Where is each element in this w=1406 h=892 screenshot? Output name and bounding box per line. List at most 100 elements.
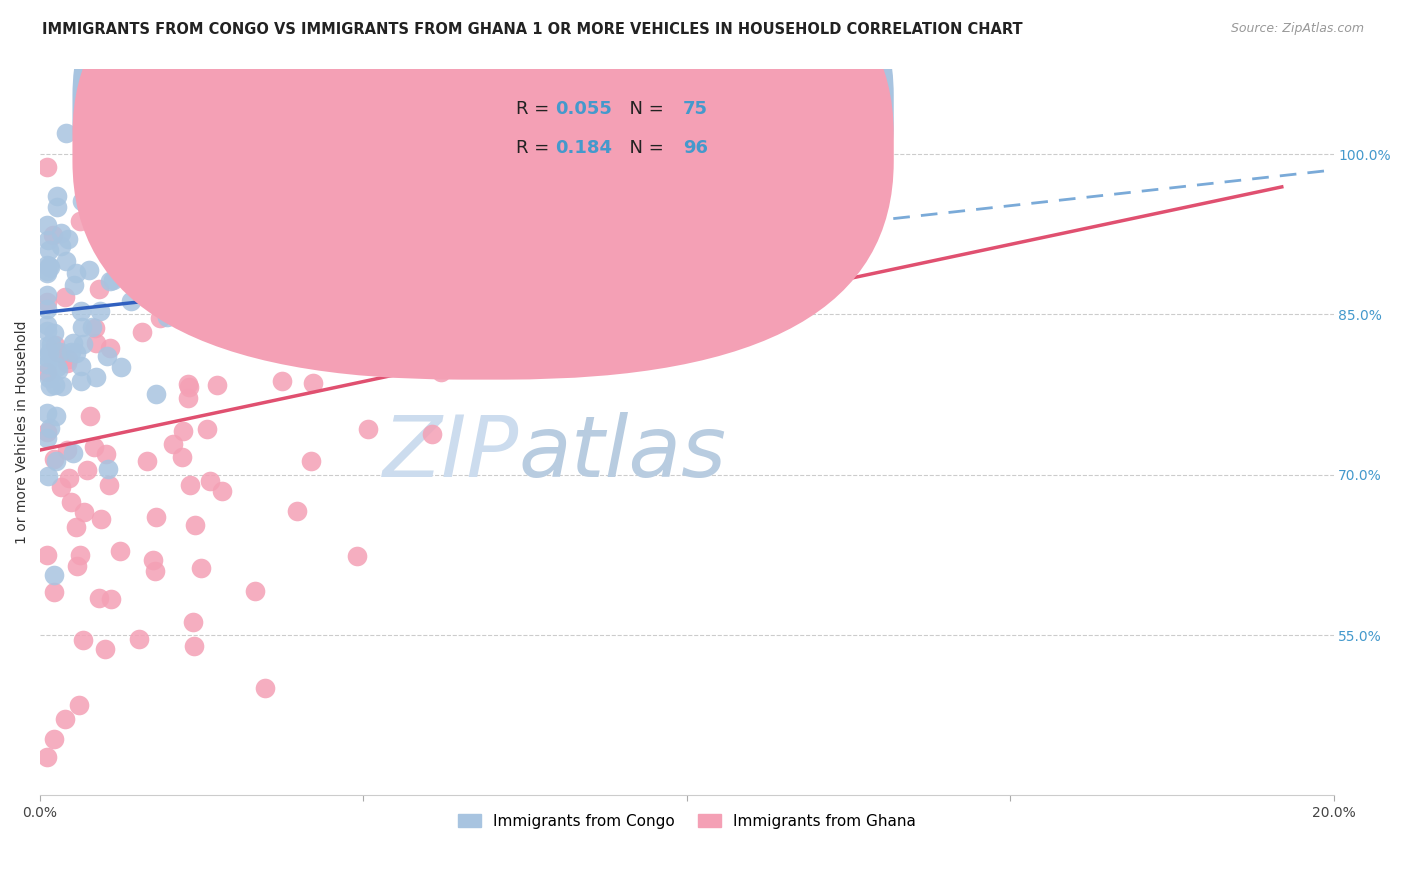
Point <box>98 274 121 288</box>
Point <box>172 424 194 438</box>
Point <box>82 320 104 334</box>
Point <box>179 380 201 394</box>
Point <box>94 642 117 657</box>
Point <box>35 258 58 272</box>
Point <box>83 440 105 454</box>
Point <box>55 254 77 268</box>
Point <box>46 362 69 376</box>
Point <box>404 169 426 183</box>
Point <box>211 484 233 499</box>
Point <box>70 359 93 373</box>
Point <box>163 126 186 140</box>
Point <box>35 750 58 764</box>
Point <box>90 512 112 526</box>
Point <box>430 365 453 379</box>
Point <box>197 194 219 209</box>
Point <box>72 336 94 351</box>
FancyBboxPatch shape <box>73 0 894 380</box>
Point <box>84 370 107 384</box>
Point <box>79 409 101 424</box>
Point <box>501 214 523 228</box>
Point <box>105 144 128 158</box>
Point <box>65 266 87 280</box>
Point <box>184 517 207 532</box>
Point <box>187 169 209 183</box>
Point <box>35 288 58 302</box>
Point <box>37 469 59 483</box>
Point <box>353 317 375 331</box>
Point <box>339 294 361 309</box>
Point <box>145 564 167 578</box>
Text: N =: N = <box>619 100 669 119</box>
Point <box>357 422 380 436</box>
Point <box>302 376 325 390</box>
Point <box>38 243 60 257</box>
Point <box>84 321 107 335</box>
Point <box>38 259 60 273</box>
Point <box>35 549 58 563</box>
Point <box>110 360 132 375</box>
Point <box>396 317 419 331</box>
Point <box>89 282 111 296</box>
Point <box>42 568 65 582</box>
Point <box>152 228 174 243</box>
Point <box>207 377 229 392</box>
Y-axis label: 1 or more Vehicles in Household: 1 or more Vehicles in Household <box>15 320 30 544</box>
Point <box>76 463 98 477</box>
Point <box>176 391 198 405</box>
Point <box>299 453 322 467</box>
Point <box>38 370 60 384</box>
Point <box>45 188 67 202</box>
Point <box>181 178 204 192</box>
Point <box>35 425 58 440</box>
Text: Source: ZipAtlas.com: Source: ZipAtlas.com <box>1230 22 1364 36</box>
Text: ZIP: ZIP <box>382 412 519 495</box>
Point <box>70 194 93 209</box>
Point <box>198 474 221 488</box>
Point <box>35 264 58 278</box>
Text: R =: R = <box>516 139 555 157</box>
Point <box>35 406 58 420</box>
Point <box>44 378 66 392</box>
Point <box>467 314 489 328</box>
Legend: Immigrants from Congo, Immigrants from Ghana: Immigrants from Congo, Immigrants from G… <box>451 808 922 835</box>
Point <box>179 478 201 492</box>
Point <box>245 583 267 598</box>
Point <box>149 311 172 326</box>
Point <box>98 478 121 492</box>
Point <box>96 349 118 363</box>
Point <box>346 549 368 563</box>
Point <box>328 351 350 365</box>
Point <box>69 374 91 388</box>
Point <box>543 296 565 310</box>
Point <box>84 161 107 176</box>
Point <box>89 304 111 318</box>
Point <box>55 356 77 370</box>
Point <box>49 480 72 494</box>
Text: IMMIGRANTS FROM CONGO VS IMMIGRANTS FROM GHANA 1 OR MORE VEHICLES IN HOUSEHOLD C: IMMIGRANTS FROM CONGO VS IMMIGRANTS FROM… <box>42 22 1022 37</box>
Point <box>170 450 193 464</box>
Point <box>56 232 79 246</box>
Point <box>53 712 76 726</box>
Point <box>51 239 73 253</box>
Point <box>56 442 79 457</box>
Point <box>354 250 377 264</box>
Point <box>156 293 179 307</box>
Point <box>149 187 172 202</box>
Point <box>145 386 167 401</box>
Point <box>62 335 84 350</box>
Point <box>62 278 84 293</box>
Point <box>298 157 321 171</box>
Point <box>156 310 179 324</box>
Point <box>285 504 308 518</box>
Point <box>79 263 101 277</box>
Point <box>98 342 121 356</box>
Point <box>104 243 127 257</box>
Point <box>69 214 91 228</box>
Point <box>53 290 76 304</box>
Point <box>214 202 236 217</box>
Point <box>380 266 402 280</box>
Point <box>35 431 58 445</box>
Point <box>183 640 205 654</box>
FancyBboxPatch shape <box>73 0 894 341</box>
